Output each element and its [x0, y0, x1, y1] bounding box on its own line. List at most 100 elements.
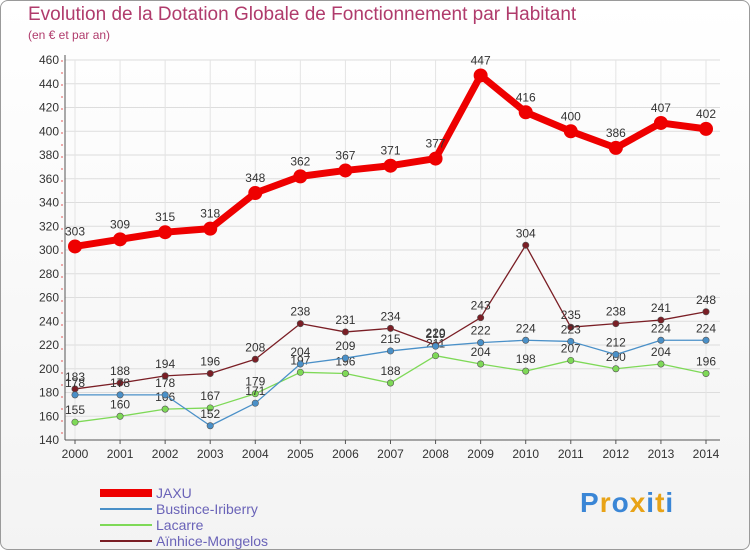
- point-bustince-iriberry-2000: [71, 391, 79, 399]
- logo-letter: x: [629, 487, 647, 518]
- point-bustince-iriberry-2014: [702, 336, 710, 344]
- point-bustince-iriberry-2010: [522, 336, 530, 344]
- logo-letter: i: [665, 487, 675, 518]
- point-lacarre-2011: [567, 356, 575, 364]
- point-lacarre-2006: [341, 369, 349, 377]
- point-ainhice-mongelos-2014: [702, 308, 710, 316]
- point-bustince-iriberry-2007: [386, 347, 394, 355]
- logo-letter: P: [580, 487, 600, 518]
- data-label-bustince-iriberry-2007: 215: [380, 332, 400, 346]
- data-label-lacarre-2014: 196: [696, 355, 716, 369]
- point-ainhice-mongelos-2002: [161, 372, 169, 380]
- logo-letter: i: [646, 487, 656, 518]
- data-label-ainhice-mongelos-2011: 235: [561, 308, 581, 322]
- logo-letter: r: [599, 487, 612, 518]
- x-tick-label-2012: 2012: [603, 447, 630, 461]
- y-tick-label-300: 300: [39, 243, 59, 257]
- data-label-jaxu-2011: 400: [561, 109, 581, 123]
- point-jaxu-2008: [428, 151, 443, 166]
- y-tick-label-280: 280: [39, 267, 59, 281]
- point-bustince-iriberry-2002: [161, 391, 169, 399]
- data-label-lacarre-2010: 198: [516, 352, 536, 366]
- data-label-bustince-iriberry-2012: 212: [606, 336, 626, 350]
- y-tick-label-440: 440: [39, 77, 59, 91]
- point-bustince-iriberry-2011: [567, 337, 575, 345]
- data-label-ainhice-mongelos-2002: 194: [155, 357, 175, 371]
- x-tick-label-2005: 2005: [287, 447, 314, 461]
- data-label-jaxu-2013: 407: [651, 101, 671, 115]
- data-label-bustince-iriberry-2005: 204: [290, 345, 310, 359]
- logo-letter: t: [655, 487, 666, 518]
- data-label-bustince-iriberry-2003: 152: [200, 407, 220, 421]
- x-tick-label-2001: 2001: [107, 447, 134, 461]
- y-tick-label-260: 260: [39, 291, 59, 305]
- data-label-jaxu-2004: 348: [245, 171, 265, 185]
- y-tick-label-400: 400: [39, 124, 59, 138]
- data-label-bustince-iriberry-2011: 223: [561, 322, 581, 336]
- data-label-ainhice-mongelos-2005: 238: [290, 305, 310, 319]
- point-jaxu-2001: [113, 232, 128, 247]
- data-label-lacarre-2011: 207: [561, 341, 581, 355]
- point-lacarre-2005: [296, 368, 304, 376]
- data-label-bustince-iriberry-2002: 178: [155, 376, 175, 390]
- point-ainhice-mongelos-2003: [206, 369, 214, 377]
- line-chart: 140 160 180 200 220 240 260 280 300 320 340 360 380 4…: [39, 53, 720, 461]
- data-label-ainhice-mongelos-2008: 220: [426, 326, 446, 340]
- point-bustince-iriberry-2005: [296, 360, 304, 368]
- x-tick-label-2008: 2008: [422, 447, 449, 461]
- x-tick-label-2011: 2011: [558, 447, 584, 461]
- legend-swatch-ainhice-mongelos: [100, 540, 152, 542]
- point-ainhice-mongelos-2001: [116, 379, 124, 387]
- point-lacarre-2012: [612, 365, 620, 373]
- point-ainhice-mongelos-2005: [296, 320, 304, 328]
- point-lacarre-2003: [206, 404, 214, 412]
- point-jaxu-2012: [608, 140, 623, 155]
- data-label-ainhice-mongelos-2003: 196: [200, 355, 220, 369]
- point-jaxu-2013: [653, 115, 668, 130]
- data-label-bustince-iriberry-2000: 178: [65, 376, 85, 390]
- legend-label-bustince-iriberry: Bustince-Iriberry: [156, 501, 258, 517]
- legend-swatch-jaxu: [100, 489, 152, 497]
- y-tick-label-220: 220: [39, 338, 59, 352]
- data-label-ainhice-mongelos-2001: 188: [110, 364, 130, 378]
- data-label-bustince-iriberry-2001: 178: [110, 376, 130, 390]
- point-bustince-iriberry-2006: [341, 354, 349, 362]
- legend-swatch-lacarre: [100, 524, 152, 526]
- y-tick-label-360: 360: [39, 172, 59, 186]
- point-lacarre-2007: [386, 379, 394, 387]
- legend-label-lacarre: Lacarre: [156, 517, 204, 533]
- y-tick-label-460: 460: [39, 53, 59, 67]
- point-bustince-iriberry-2001: [116, 391, 124, 399]
- point-lacarre-2000: [71, 418, 79, 426]
- data-label-jaxu-2014: 402: [696, 107, 716, 121]
- data-label-bustince-iriberry-2006: 209: [335, 339, 355, 353]
- x-tick-label-2010: 2010: [512, 447, 539, 461]
- data-label-jaxu-2009: 447: [471, 53, 491, 67]
- data-label-ainhice-mongelos-2006: 231: [335, 313, 355, 327]
- y-tick-label-340: 340: [39, 196, 59, 210]
- point-jaxu-2011: [563, 124, 578, 139]
- point-jaxu-2007: [383, 158, 398, 173]
- data-label-lacarre-2013: 204: [651, 345, 671, 359]
- data-label-ainhice-mongelos-2012: 238: [606, 305, 626, 319]
- point-lacarre-2009: [477, 360, 485, 368]
- data-label-bustince-iriberry-2010: 224: [516, 321, 536, 335]
- point-bustince-iriberry-2004: [251, 399, 259, 407]
- point-ainhice-mongelos-2007: [386, 324, 394, 332]
- data-label-ainhice-mongelos-2009: 243: [471, 299, 491, 313]
- x-tick-label-2004: 2004: [242, 447, 269, 461]
- chart-subtitle: (en € et par an): [28, 28, 111, 42]
- point-lacarre-2002: [161, 405, 169, 413]
- data-label-jaxu-2008: 377: [426, 137, 446, 151]
- data-label-jaxu-2012: 386: [606, 126, 626, 140]
- data-label-lacarre-2004: 179: [245, 375, 265, 389]
- point-ainhice-mongelos-2012: [612, 320, 620, 328]
- point-ainhice-mongelos-2011: [567, 323, 575, 331]
- data-label-jaxu-2000: 303: [65, 224, 85, 238]
- point-jaxu-2004: [248, 186, 263, 200]
- point-ainhice-mongelos-2006: [341, 328, 349, 336]
- data-label-ainhice-mongelos-2007: 234: [380, 309, 400, 323]
- proxiti-logo: Proxiti: [580, 487, 674, 519]
- data-label-ainhice-mongelos-2014: 248: [696, 293, 716, 307]
